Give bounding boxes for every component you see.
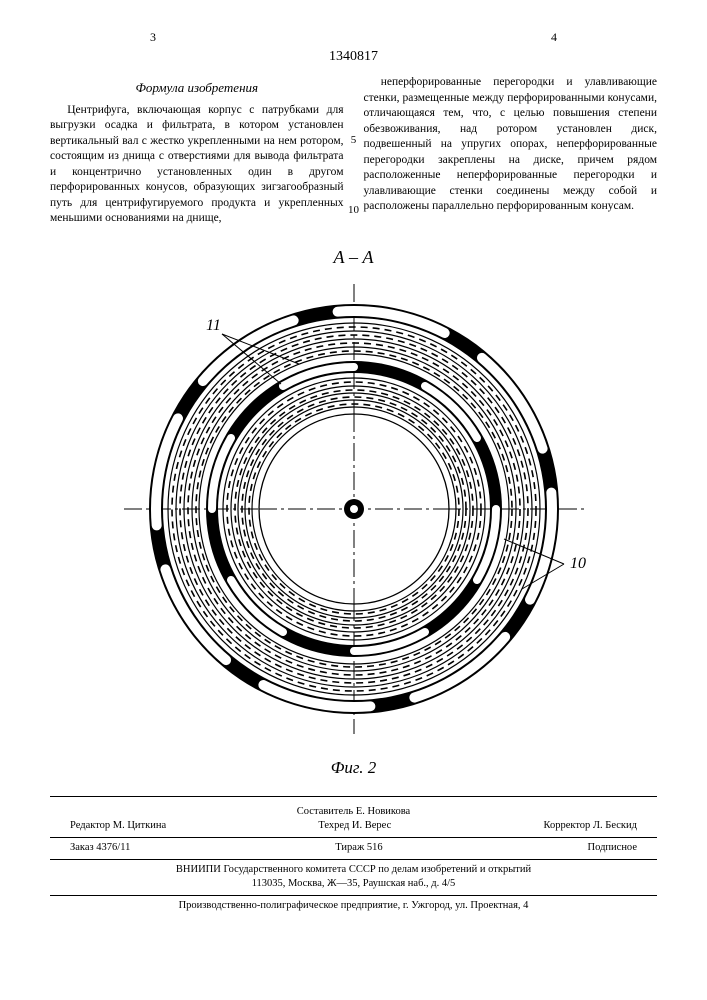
right-column-text: неперфорированные перегородки и улавлива… bbox=[364, 75, 658, 215]
left-column: Формула изобретения Центрифуга, включающ… bbox=[50, 75, 344, 227]
svg-text:10: 10 bbox=[570, 555, 586, 572]
tirage: Тираж 516 bbox=[335, 841, 382, 856]
addr: 113035, Москва, Ж—35, Раушская наб., д. … bbox=[50, 877, 657, 892]
page-num-left: 3 bbox=[150, 30, 156, 45]
text-columns: Формула изобретения Центрифуга, включающ… bbox=[50, 75, 657, 227]
editor: Редактор М. Циткина bbox=[70, 819, 166, 834]
section-label: А – А bbox=[50, 247, 657, 268]
line-marker-10: 10 bbox=[344, 203, 364, 218]
right-column: неперфорированные перегородки и улавлива… bbox=[364, 75, 658, 227]
left-column-text: Центрифуга, включающая корпус с патрубка… bbox=[50, 103, 344, 227]
patent-number: 1340817 bbox=[50, 49, 657, 65]
page-num-right: 4 bbox=[551, 30, 557, 45]
composer: Составитель Е. Новикова bbox=[50, 805, 657, 820]
figure-area: А – А 11 10 Фиг. 2 bbox=[50, 247, 657, 778]
divider bbox=[50, 796, 657, 797]
tech: Техред И. Верес bbox=[318, 819, 391, 834]
line-marker-5: 5 bbox=[344, 133, 364, 148]
centrifuge-diagram: 11 10 bbox=[94, 274, 614, 744]
credits: Составитель Е. Новикова Редактор М. Цитк… bbox=[50, 805, 657, 914]
printer: Производственно-полиграфическое предприя… bbox=[50, 899, 657, 914]
figure-caption: Фиг. 2 bbox=[50, 758, 657, 778]
corrector: Корректор Л. Бескид bbox=[544, 819, 637, 834]
order: Заказ 4376/11 bbox=[70, 841, 130, 856]
formula-title: Формула изобретения bbox=[50, 79, 344, 97]
org: ВНИИПИ Государственного комитета СССР по… bbox=[50, 863, 657, 878]
svg-text:11: 11 bbox=[206, 317, 221, 334]
subscription: Подписное bbox=[588, 841, 637, 856]
